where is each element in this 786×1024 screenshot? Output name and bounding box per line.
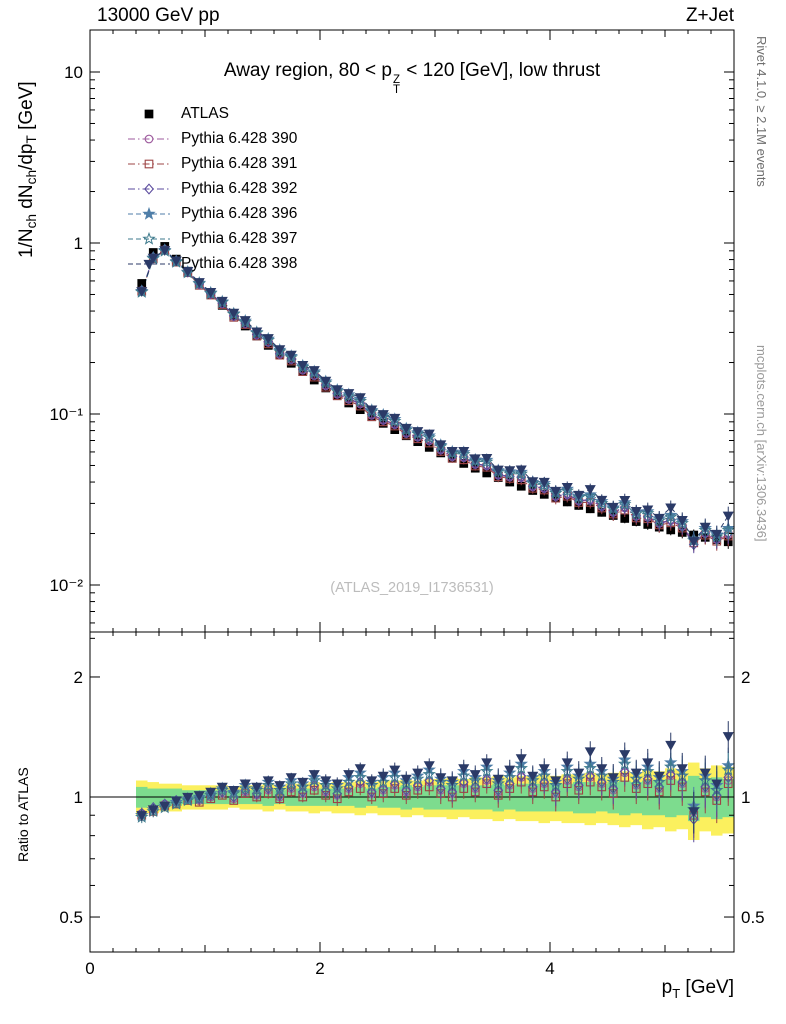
svg-text:10: 10 xyxy=(64,63,83,82)
svg-text:1: 1 xyxy=(741,788,750,807)
legend: ATLAS Pythia 6.428 390 Pythia 6.428 391 Pyt… xyxy=(126,101,297,276)
line-pythia-391 xyxy=(141,249,729,544)
svg-text:0: 0 xyxy=(85,959,94,978)
legend-item-pythia-398: Pythia 6.428 398 xyxy=(126,251,297,276)
svg-text:0.5: 0.5 xyxy=(59,908,83,927)
svg-text:10⁻²: 10⁻² xyxy=(49,576,83,595)
svg-text:2: 2 xyxy=(741,668,750,687)
svg-text:1: 1 xyxy=(74,788,83,807)
line-pythia-397 xyxy=(141,250,729,542)
x-axis-label-base: p xyxy=(661,977,673,998)
x-axis-label-sub: T xyxy=(672,986,681,1001)
series-pythia-396 xyxy=(135,243,735,548)
plot-title-sup: Z xyxy=(393,74,401,86)
y-axis-label-ratio: Ratio to ATLAS xyxy=(15,767,31,862)
line-pythia-396 xyxy=(141,249,729,540)
legend-label-pythia-396: Pythia 6.428 396 xyxy=(181,204,298,222)
legend-label-atlas: ATLAS xyxy=(181,104,229,122)
legend-marker-pythia-396 xyxy=(128,206,170,220)
svg-text:4: 4 xyxy=(545,959,554,978)
tick-labels: 10 1 10⁻¹ 10⁻² 2 2 1 1 0.5 0.5 0 2 4 xyxy=(49,63,764,978)
ratio-pythia-398 xyxy=(136,721,734,834)
series-atlas xyxy=(137,242,733,549)
legend-item-pythia-396: Pythia 6.428 396 xyxy=(126,201,297,226)
axis-ticks xyxy=(89,30,735,952)
legend-item-pythia-392: Pythia 6.428 392 xyxy=(126,176,297,201)
series-pythia-398 xyxy=(136,246,734,550)
legend-item-pythia-391: Pythia 6.428 391 xyxy=(126,151,297,176)
line-pythia-398 xyxy=(141,249,729,543)
line-pythia-390 xyxy=(141,248,729,542)
svg-text:2: 2 xyxy=(315,959,324,978)
legend-label-pythia-398: Pythia 6.428 398 xyxy=(181,254,298,272)
legend-marker-pythia-391 xyxy=(128,159,170,168)
plot-title-prefix: Away region, 80 < p xyxy=(223,60,392,81)
legend-item-pythia-390: Pythia 6.428 390 xyxy=(126,126,297,151)
legend-item-atlas: ATLAS xyxy=(126,101,297,126)
y-axis-label-top: 1/Nch dNch/dpT [GeV] xyxy=(16,81,39,258)
legend-marker-pythia-390 xyxy=(128,134,170,143)
legend-marker-pythia-398 xyxy=(128,259,170,270)
plot-title-suffix: < 120 [GeV], low thrust xyxy=(401,60,601,81)
legend-marker-pythia-392 xyxy=(128,182,170,195)
line-pythia-392 xyxy=(141,248,729,546)
svg-text:1: 1 xyxy=(74,234,83,253)
series-pythia-390 xyxy=(137,245,733,550)
beam-energy-label: 13000 GeV pp xyxy=(97,5,220,26)
mcplots-arxiv-note: mcplots.cern.ch [arXiv:1306.3436] xyxy=(754,345,769,542)
series-pythia-397 xyxy=(135,243,735,550)
legend-label-pythia-391: Pythia 6.428 391 xyxy=(181,154,298,172)
rivet-version-note: Rivet 4.1.0, ≥ 2.1M events xyxy=(754,36,769,187)
svg-text:2: 2 xyxy=(74,668,83,687)
process-label: Z+Jet xyxy=(685,5,734,26)
svg-text:0.5: 0.5 xyxy=(741,908,765,927)
legend-label-pythia-397: Pythia 6.428 397 xyxy=(181,229,298,247)
legend-label-pythia-390: Pythia 6.428 390 xyxy=(181,129,298,147)
svg-text:10⁻¹: 10⁻¹ xyxy=(49,405,83,424)
legend-marker-atlas xyxy=(144,109,154,118)
x-axis-label-unit: [GeV] xyxy=(680,977,734,998)
x-axis-label: pT [GeV] xyxy=(662,977,734,1001)
legend-item-pythia-397: Pythia 6.428 397 xyxy=(126,226,297,251)
legend-label-pythia-392: Pythia 6.428 392 xyxy=(181,179,298,197)
legend-marker-pythia-397 xyxy=(128,231,170,245)
plot-title-sub: T xyxy=(393,84,401,96)
analysis-watermark: (ATLAS_2019_I1736531) xyxy=(330,580,494,596)
